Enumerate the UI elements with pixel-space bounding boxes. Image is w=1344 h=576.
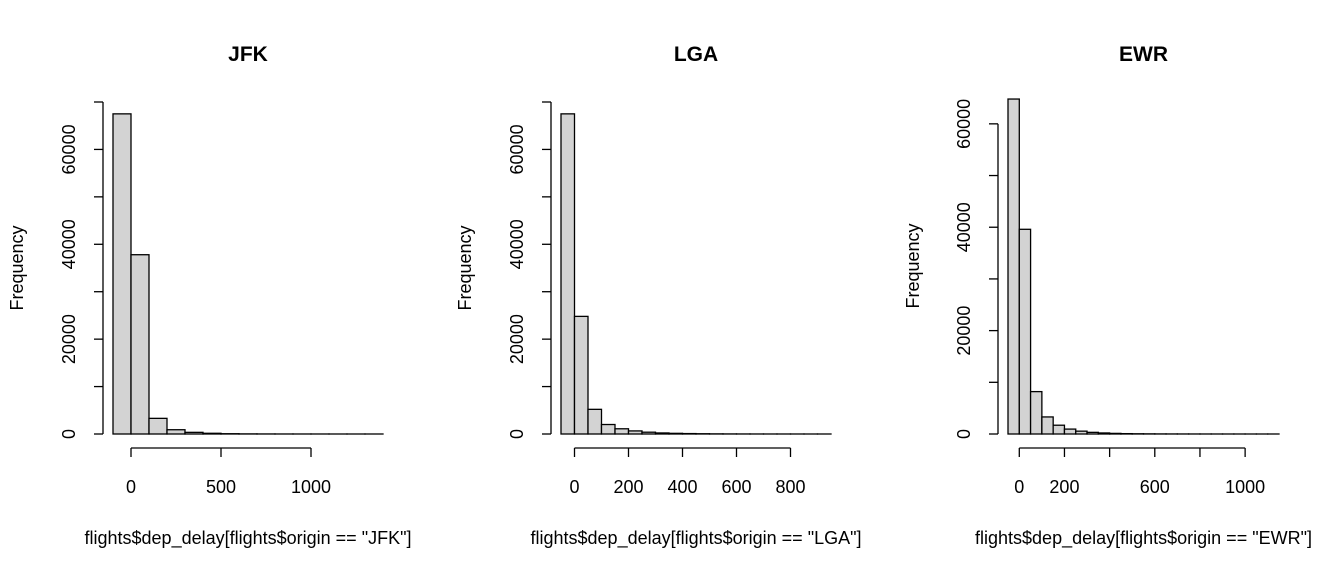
x-tick-label: 200 [1049,477,1079,497]
y-axis [989,123,999,435]
x-axis [130,447,312,457]
x-tick-label: 1000 [291,477,331,497]
histogram-bar [148,417,168,435]
histogram-bar [166,429,186,435]
x-tick-label: 400 [667,477,697,497]
x-tick-label: 0 [1014,477,1024,497]
y-axis-label: Frequency [455,225,475,310]
y-tick-label: 60000 [954,99,974,149]
y-tick-label: 20000 [59,314,79,364]
x-tick-label: 0 [569,477,579,497]
x-tick-label: 600 [721,477,751,497]
histogram-bar [654,432,670,435]
y-tick-label: 40000 [954,202,974,252]
histogram-bar [1018,228,1032,435]
panel-title: LGA [674,43,718,66]
x-tick-label: 600 [1140,477,1170,497]
histogram-bar [1029,390,1043,435]
y-axis [94,101,104,435]
histogram-bar [1052,424,1066,435]
histogram-bar [184,431,204,435]
histogram-bar [1041,416,1054,435]
y-tick-label: 0 [954,429,974,439]
y-axis-label: Frequency [903,223,923,308]
histogram-bar [614,428,630,435]
x-axis-label: flights$dep_delay[flights$origin == "LGA… [531,528,862,549]
histogram-bar [112,113,132,435]
histogram-bar [1007,98,1020,435]
panel-title: EWR [1119,43,1168,66]
histogram-bars [112,113,384,435]
histogram-panel-jfk: 0 20000 40000 60000 0 500 1000 JFK flights$dep_d… [7,43,411,549]
y-tick-label: 0 [507,429,527,439]
histogram-bar [573,315,589,435]
histogram-bar [600,423,616,435]
x-tick-label: 200 [613,477,643,497]
x-tick-label: 500 [206,477,236,497]
histogram-bar [1063,428,1077,435]
histogram-bar [130,254,150,435]
histogram-bar [1075,430,1088,435]
histogram-bar [560,113,576,435]
x-axis-label: flights$dep_delay[flights$origin == "EWR… [975,528,1312,549]
histogram-bar [1108,432,1122,435]
histogram-bar [1086,431,1099,435]
panel-title: JFK [228,43,268,66]
histogram-bar [641,431,657,435]
histogram-bars [1007,98,1280,435]
x-tick-label: 0 [126,477,136,497]
histogram-bar [202,432,222,435]
y-tick-label: 40000 [59,219,79,269]
histogram-panel-lga: 0 20000 40000 60000 0 200 400 600 800 LGA flights$… [455,43,862,549]
histogram-bars [560,113,832,435]
y-tick-label: 20000 [507,314,527,364]
y-tick-label: 20000 [954,306,974,356]
histogram-bar [587,408,603,435]
x-tick-label: 800 [775,477,805,497]
histogram-bar [627,430,643,435]
x-axis [1018,447,1246,457]
x-axis-label: flights$dep_delay[flights$origin == "JFK… [85,528,412,549]
histogram-bar [668,432,684,435]
x-tick-label: 1000 [1225,477,1265,497]
y-tick-label: 40000 [507,219,527,269]
x-axis [573,447,792,457]
y-tick-label: 60000 [59,124,79,174]
y-tick-label: 60000 [507,124,527,174]
y-axis [542,101,552,435]
histogram-panel-ewr: 0 20000 40000 60000 0 200 600 1000 EWR flights$de… [903,43,1312,549]
y-axis-label: Frequency [7,225,27,310]
histogram-bar [1097,432,1111,435]
y-tick-label: 0 [59,429,79,439]
